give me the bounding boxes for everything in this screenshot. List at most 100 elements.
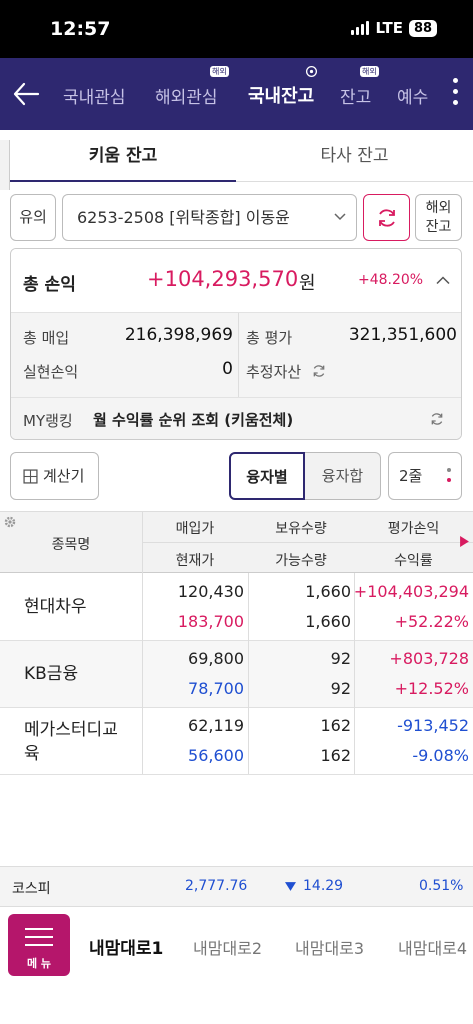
nav-tab-overseas-watch[interactable]: 해외관심 <box>155 88 218 108</box>
nav-tab-domestic-balance[interactable]: 국내잔고 <box>248 86 315 107</box>
bottom-menu: 메 뉴 내맘대로1 내맘대로2 내맘대로3 내맘대로4 <box>0 906 473 984</box>
back-arrow-icon[interactable] <box>12 80 40 108</box>
column-divider <box>142 511 143 774</box>
total-eval-label: 총 평가 <box>246 329 293 347</box>
calculator-button[interactable]: 계산기 <box>10 452 99 500</box>
account-type-button[interactable]: 유의 <box>10 194 56 241</box>
total-buy-label: 총 매입 <box>23 329 70 347</box>
chevron-up-icon[interactable] <box>436 275 450 285</box>
my-ranking-link[interactable]: 월 수익률 순위 조회 (키움전체) <box>93 411 294 429</box>
table-header: 종목명 매입가 현재가 보유수량 가능수량 평가손익 수익률 <box>0 511 473 573</box>
current-price: 56,600 <box>188 746 244 765</box>
battery-icon: 88 <box>409 19 437 37</box>
balance-subtabs: 키움 잔고 타사 잔고 <box>10 130 473 182</box>
index-ticker[interactable]: 코스피 2,777.76 14.29 0.51% <box>0 866 473 906</box>
summary-details: 총 매입 216,398,969 총 평가 321,351,600 실현손익 0… <box>11 313 461 439</box>
scroll-right-icon[interactable] <box>460 536 469 547</box>
overseas-balance-button[interactable]: 해외 잔고 <box>415 194 462 241</box>
line-mode-toggle-icon <box>447 468 451 482</box>
status-bar: 12:57 LTE 88 <box>0 0 473 58</box>
currency-unit: 원 <box>299 273 316 294</box>
bottom-tab-custom-1[interactable]: 내맘대로1 <box>89 939 164 959</box>
bottom-tab-custom-4[interactable]: 내맘대로4 <box>398 939 468 958</box>
buy-price: 120,430 <box>177 582 244 601</box>
overseas-balance-label-2: 잔고 <box>425 219 452 235</box>
header-buy-price: 매입가 <box>175 521 215 537</box>
line-mode-button[interactable]: 2줄 <box>388 452 462 500</box>
summary-divider-h <box>11 397 461 398</box>
more-icon[interactable] <box>453 78 459 111</box>
nav-tab-domestic-watch[interactable]: 국내관심 <box>63 88 126 108</box>
eval-pl: -913,452 <box>397 716 469 735</box>
total-pl-row[interactable]: 총 손익 +104,293,570 원 +48.20% <box>11 249 461 313</box>
ranking-refresh-icon[interactable] <box>429 411 445 427</box>
total-pl-label: 총 손익 <box>23 275 76 295</box>
index-change: 14.29 <box>303 878 344 894</box>
hold-qty: 92 <box>330 649 351 668</box>
top-nav: 국내관심 해외 해외관심 국내잔고 해외 잔고 예수 <box>0 58 473 130</box>
header-pl: 평가손익 <box>387 521 440 537</box>
nav-tab-deposit[interactable]: 예수 <box>397 88 429 108</box>
summary-card: 총 손익 +104,293,570 원 +48.20% 총 매입 216,398… <box>10 248 462 440</box>
seg-by-loan[interactable]: 융자별 <box>229 452 305 500</box>
status-time: 12:57 <box>50 18 111 40</box>
refresh-icon <box>379 209 395 227</box>
table-row[interactable]: KB금융 69,800 78,700 92 92 +803,728 +12.52… <box>0 641 473 708</box>
total-eval-value: 321,351,600 <box>348 325 457 345</box>
realized-pl-value: 0 <box>222 359 233 379</box>
bottom-tab-custom-2[interactable]: 내맘대로2 <box>193 939 263 958</box>
realized-pl-label: 실현손익 <box>23 363 79 381</box>
signal-icon <box>351 21 370 35</box>
table-row[interactable]: 메가스터디교육 62,119 56,600 162 162 -913,452 -… <box>0 708 473 775</box>
header-avail-qty: 가능수량 <box>275 553 327 569</box>
overseas-balance-label-1: 해외 <box>425 200 452 216</box>
column-divider <box>248 573 249 774</box>
hold-qty: 162 <box>320 716 351 735</box>
index-value: 2,777.76 <box>185 878 248 894</box>
account-select[interactable]: 6253-2508 [위탁종합] 이동윤 <box>62 194 357 241</box>
buy-price: 62,119 <box>188 716 244 735</box>
refresh-button[interactable] <box>363 194 410 241</box>
side-drawer-handle[interactable] <box>0 140 10 190</box>
nav-badge-overseas-2: 해외 <box>360 66 379 77</box>
tab-other-balance[interactable]: 타사 잔고 <box>320 146 389 166</box>
home-indicator-area <box>0 984 473 1024</box>
bottom-tab-custom-3[interactable]: 내맘대로3 <box>295 939 365 958</box>
refresh-badge-icon <box>305 65 318 78</box>
header-qty: 보유수량 <box>275 521 327 537</box>
estimated-assets-label: 추정자산 <box>246 363 302 381</box>
index-name: 코스피 <box>12 881 51 897</box>
nav-badge-overseas: 해외 <box>210 66 229 77</box>
stock-name: 메가스터디교육 <box>24 720 118 764</box>
account-select-value: 6253-2508 [위탁종합] 이동윤 <box>77 208 290 227</box>
menu-button[interactable]: 메 뉴 <box>8 914 70 976</box>
tab-kiwoom-balance[interactable]: 키움 잔고 <box>10 130 236 182</box>
eval-pl: +104,403,294 <box>353 582 469 601</box>
total-pl-value: +104,293,570 <box>147 267 299 291</box>
chevron-down-icon <box>334 213 346 221</box>
bottom-tab-overflow: 내맘대로4 <box>398 907 473 985</box>
menu-label: 메 뉴 <box>26 957 52 970</box>
table-row[interactable]: 현대차우 120,430 183,700 1,660 1,660 +104,40… <box>0 574 473 641</box>
down-triangle-icon <box>285 882 296 891</box>
estimated-assets-refresh-icon[interactable] <box>311 363 327 379</box>
current-price: 183,700 <box>177 612 244 631</box>
avail-qty: 1,660 <box>305 612 351 631</box>
stock-name: 현대차우 <box>24 597 87 617</box>
seg-loan-sum[interactable]: 융자합 <box>305 452 381 500</box>
return-rate: +52.22% <box>394 612 469 631</box>
current-price: 78,700 <box>188 679 244 698</box>
summary-divider <box>238 313 239 397</box>
return-rate: -9.08% <box>412 746 469 765</box>
avail-qty: 162 <box>320 746 351 765</box>
avail-qty: 92 <box>330 679 351 698</box>
header-divider <box>142 542 473 543</box>
hold-qty: 1,660 <box>305 582 351 601</box>
calculator-icon <box>23 469 38 484</box>
return-rate: +12.52% <box>394 679 469 698</box>
eval-pl: +803,728 <box>389 649 469 668</box>
settings-gear-icon[interactable] <box>3 515 17 529</box>
stock-name: KB금융 <box>24 664 79 684</box>
nav-tab-balance[interactable]: 잔고 <box>340 88 372 108</box>
total-pl-rate: +48.20% <box>358 272 424 288</box>
